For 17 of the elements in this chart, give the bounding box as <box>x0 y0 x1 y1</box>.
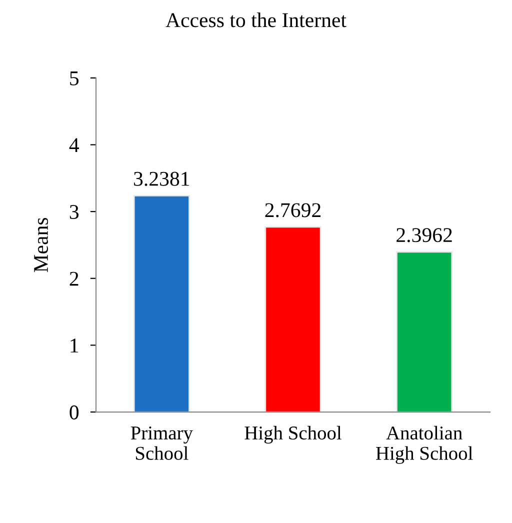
bar <box>133 194 190 412</box>
y-tick-label: 2 <box>70 272 78 286</box>
data-label: 2.7692 <box>265 203 320 218</box>
x-tick-label: Primary School <box>130 426 193 460</box>
y-tick-label: 0 <box>70 405 79 420</box>
y-tick-label: 5 <box>70 72 79 86</box>
y-axis-title: Means <box>34 218 48 272</box>
data-label: 3.2381 <box>134 172 190 186</box>
x-tick-label: High School <box>244 426 342 444</box>
chart-title: Access to the Internet <box>166 12 346 28</box>
data-label: 2.3962 <box>396 228 452 242</box>
bar <box>396 251 453 412</box>
y-tick-label: 3 <box>70 204 79 219</box>
y-tick-label: 1 <box>70 338 78 352</box>
bar <box>264 226 322 412</box>
y-tick-label: 4 <box>69 138 80 152</box>
x-tick-label: Anatolian High School <box>376 426 473 464</box>
